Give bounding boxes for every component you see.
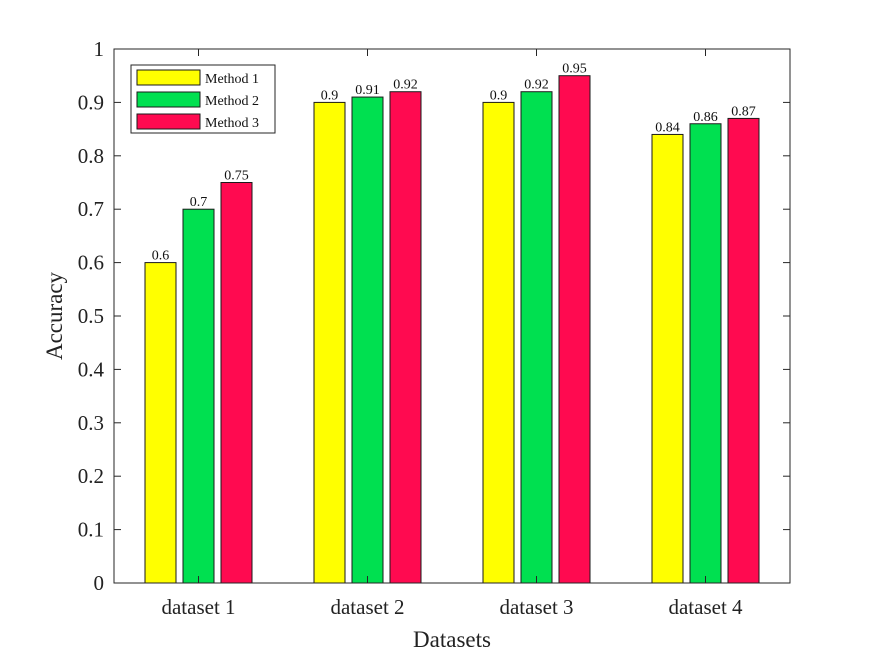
ticks-layer xyxy=(114,48,790,584)
bar xyxy=(651,133,684,584)
x-category-label: dataset 1 xyxy=(161,595,235,619)
legend-label: Method 3 xyxy=(205,116,259,131)
bar-value-label: 0.92 xyxy=(524,78,549,93)
bar-value-label: 0.86 xyxy=(693,110,718,125)
bar-value-label: 0.84 xyxy=(655,120,680,135)
bar xyxy=(351,96,384,584)
y-tick-label: 0.5 xyxy=(78,304,104,328)
legend-label: Method 1 xyxy=(205,72,259,87)
bar xyxy=(220,182,253,584)
legend-swatch xyxy=(136,69,201,86)
y-tick-label: 0.6 xyxy=(78,251,104,275)
watermark: 知乎 @阳光 xyxy=(718,611,835,636)
bar xyxy=(482,101,515,584)
bar xyxy=(389,91,422,584)
bar-value-label: 0.91 xyxy=(355,83,380,98)
y-tick-label: 0.7 xyxy=(78,197,104,221)
bars-layer xyxy=(144,75,760,584)
bar xyxy=(182,208,215,584)
bar-value-label: 0.92 xyxy=(393,78,418,93)
x-category-label: dataset 4 xyxy=(668,595,743,619)
bar xyxy=(727,117,760,584)
legend-swatch xyxy=(136,91,201,108)
bar-value-label: 0.6 xyxy=(152,249,170,264)
y-tick-label: 0.4 xyxy=(78,357,105,381)
y-tick-label: 0.3 xyxy=(78,411,104,435)
x-axis-title: Datasets xyxy=(413,627,491,652)
bar-value-label: 0.9 xyxy=(490,88,508,103)
bar xyxy=(144,262,177,584)
legend: Method 1 Method 2 Method 3 xyxy=(130,64,276,134)
bar xyxy=(313,101,346,584)
legend-swatch xyxy=(136,113,201,130)
bar-value-label: 0.87 xyxy=(731,104,756,119)
y-tick-label: 1 xyxy=(94,37,105,61)
y-tick-label: 0.1 xyxy=(78,518,104,542)
y-tick-label: 0.8 xyxy=(78,144,104,168)
legend-label: Method 2 xyxy=(205,94,259,109)
bar xyxy=(558,75,591,584)
y-tick-label: 0.9 xyxy=(78,90,104,114)
bar-value-label: 0.9 xyxy=(321,88,339,103)
bar-value-label: 0.7 xyxy=(190,195,208,210)
y-tick-label: 0 xyxy=(94,571,105,595)
bar xyxy=(689,123,722,584)
y-axis-title: Accuracy xyxy=(42,271,67,360)
y-tick-label: 0.2 xyxy=(78,464,104,488)
bar xyxy=(520,91,553,584)
x-category-label: dataset 3 xyxy=(499,595,573,619)
x-category-label: dataset 2 xyxy=(330,595,404,619)
bar-value-label: 0.95 xyxy=(562,62,587,77)
bar-value-label: 0.75 xyxy=(224,169,249,184)
